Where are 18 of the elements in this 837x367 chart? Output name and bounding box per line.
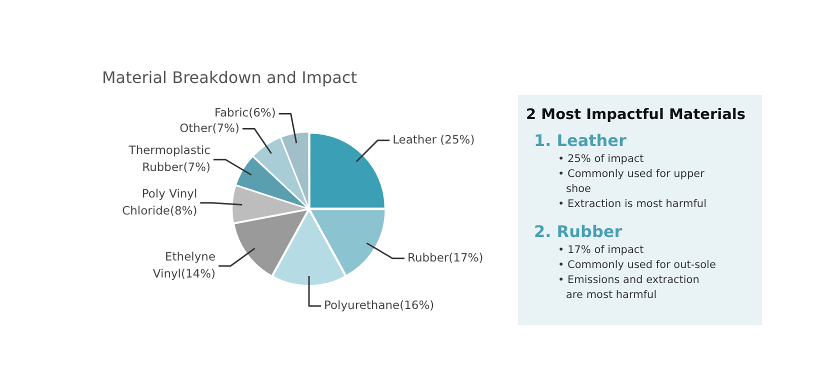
- text: 2. Rubber: [534, 222, 624, 241]
- text: • Emissions and extraction are most harmful: [558, 273, 700, 303]
- slice-label: Thermoplastic Rubber(7%): [128, 143, 211, 174]
- text: • Commonly used for upper shoe: [558, 167, 706, 197]
- slice-label: Other(7%): [180, 120, 240, 135]
- slice-label: Poly Vinyl Chloride(8%): [122, 186, 198, 218]
- slice-label: Polyurethane(16%): [324, 298, 434, 312]
- text: • 17% of impact: [558, 243, 645, 258]
- slice-label: Fabric(6%): [214, 106, 276, 120]
- text: • Commonly used for out-sole: [558, 258, 717, 273]
- text: • 25% of impact: [558, 152, 645, 167]
- text: 1. Leather: [534, 131, 628, 150]
- text: 2 Most Impactful Materials: [526, 107, 746, 123]
- text: • Extraction is most harmful: [558, 197, 708, 212]
- chart-title: Material Breakdown and Impact: [102, 68, 358, 87]
- slice-label: Leather (25%): [392, 132, 475, 146]
- slice-label: Rubber(17%): [407, 250, 484, 264]
- slice-label: Ethelyne Vinyl(14%): [152, 250, 216, 280]
